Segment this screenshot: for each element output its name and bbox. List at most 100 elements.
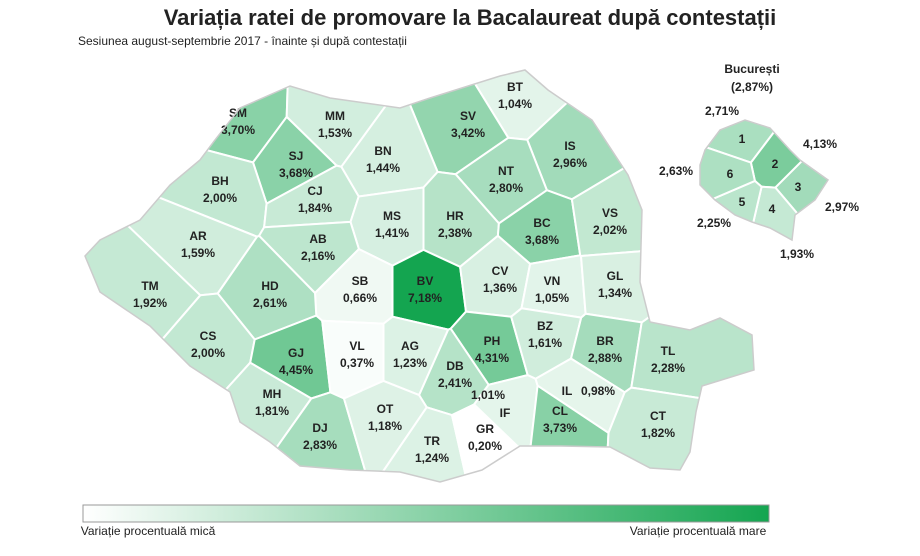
county xyxy=(85,94,268,238)
county-value: 1,82% xyxy=(641,426,675,440)
county-value: 0,20% xyxy=(468,439,502,453)
county-code: BR xyxy=(596,334,614,348)
county-value: 1,24% xyxy=(415,451,449,465)
sector-value: 2,71% xyxy=(705,104,739,118)
county-code: BN xyxy=(374,144,391,158)
county-value: 3,68% xyxy=(279,166,313,180)
bucharest-outline xyxy=(699,119,830,242)
county-value: 2,00% xyxy=(203,191,237,205)
sector-code: 6 xyxy=(727,167,734,181)
county-code: DJ xyxy=(312,421,327,435)
county-value: 2,41% xyxy=(438,376,472,390)
county-code: MM xyxy=(325,109,345,123)
county-value: 2,83% xyxy=(303,438,337,452)
county-code: HD xyxy=(261,279,279,293)
county-value: 1,84% xyxy=(298,201,332,215)
county-value: 1,92% xyxy=(133,296,167,310)
county-code: BC xyxy=(533,216,551,230)
county-value: 3,70% xyxy=(221,123,255,137)
legend-high: Variație procentuală mare xyxy=(630,524,767,538)
county-code: CS xyxy=(200,329,217,343)
sector-value: 4,13% xyxy=(803,137,837,151)
county-value: 1,23% xyxy=(393,356,427,370)
county-code: VL xyxy=(349,339,364,353)
county-code: SV xyxy=(460,109,476,123)
county-value: 1,59% xyxy=(181,246,215,260)
legend-low: Variație procentuală mică xyxy=(81,524,216,538)
county-value: 1,05% xyxy=(535,291,569,305)
county-value: 2,28% xyxy=(651,361,685,375)
sector-code: 5 xyxy=(739,195,746,209)
county xyxy=(85,117,202,482)
title: Variația ratei de promovare la Bacalaure… xyxy=(164,5,777,30)
county-code: TM xyxy=(141,279,158,293)
county-code: BT xyxy=(507,80,524,94)
subtitle: Sesiunea august-septembrie 2017 - înaint… xyxy=(78,34,407,48)
county-value: 2,61% xyxy=(253,296,287,310)
county-code: IS xyxy=(564,139,575,153)
county-code: IF xyxy=(500,406,511,420)
county-code: SB xyxy=(352,274,369,288)
county-value: 2,80% xyxy=(489,181,523,195)
county-code: BH xyxy=(211,174,228,188)
county-value: 2,02% xyxy=(593,223,627,237)
sector-value: 2,63% xyxy=(659,164,693,178)
county xyxy=(601,386,754,482)
county-code: DB xyxy=(446,359,464,373)
county-code: BV xyxy=(417,274,434,288)
county-code: SJ xyxy=(289,149,304,163)
country-outline xyxy=(84,69,755,483)
county-value: 3,68% xyxy=(525,233,559,247)
county-value: 0,98% xyxy=(581,384,615,398)
county-value: 2,38% xyxy=(438,226,472,240)
county-value: 1,53% xyxy=(318,126,352,140)
county-value: 1,18% xyxy=(368,419,402,433)
county-code: CJ xyxy=(307,184,322,198)
county-value: 0,37% xyxy=(340,356,374,370)
county-value: 7,18% xyxy=(408,291,442,305)
county-code: CT xyxy=(650,409,667,423)
legend-bar xyxy=(82,504,770,523)
county-value: 2,96% xyxy=(553,156,587,170)
county-code: TR xyxy=(424,434,440,448)
county-code: NT xyxy=(498,164,515,178)
county-code: CL xyxy=(552,404,568,418)
county-code: MS xyxy=(383,209,401,223)
county-code: MH xyxy=(263,387,282,401)
county-value: 1,81% xyxy=(255,404,289,418)
sector-code: 1 xyxy=(739,132,746,146)
county-code: BZ xyxy=(537,319,553,333)
county-code: GL xyxy=(607,269,624,283)
county-value: 1,36% xyxy=(483,281,517,295)
county-value: 1,41% xyxy=(375,226,409,240)
sector-value: 1,93% xyxy=(780,247,814,261)
county-value: 4,45% xyxy=(279,363,313,377)
bucharest-value: (2,87%) xyxy=(731,80,773,94)
sector-code: 4 xyxy=(769,202,776,216)
county-code: AR xyxy=(189,229,207,243)
county-value: 2,16% xyxy=(301,249,335,263)
sector xyxy=(700,120,757,240)
county-code: OT xyxy=(377,402,394,416)
sector-code: 2 xyxy=(772,157,779,171)
county-value: 1,04% xyxy=(498,97,532,111)
county-value: 3,42% xyxy=(451,126,485,140)
county-code: TL xyxy=(661,344,676,358)
sector-value: 2,97% xyxy=(825,200,859,214)
county-code: VN xyxy=(544,274,561,288)
bucharest-name: București xyxy=(724,62,779,76)
labels: SM3,70%MM1,53%BT1,04%SV3,42%BN1,44%SJ3,6… xyxy=(133,80,859,465)
county-code: GR xyxy=(476,422,494,436)
county xyxy=(534,357,626,435)
county-code: GJ xyxy=(288,346,304,360)
county-value: 0,66% xyxy=(343,291,377,305)
county-value: 1,44% xyxy=(366,161,400,175)
county-value: 4,31% xyxy=(475,351,509,365)
county-code: AG xyxy=(401,339,419,353)
county-code: CV xyxy=(492,264,509,278)
county xyxy=(630,171,754,434)
county-code: AB xyxy=(309,232,327,246)
county-code: HR xyxy=(446,209,464,223)
